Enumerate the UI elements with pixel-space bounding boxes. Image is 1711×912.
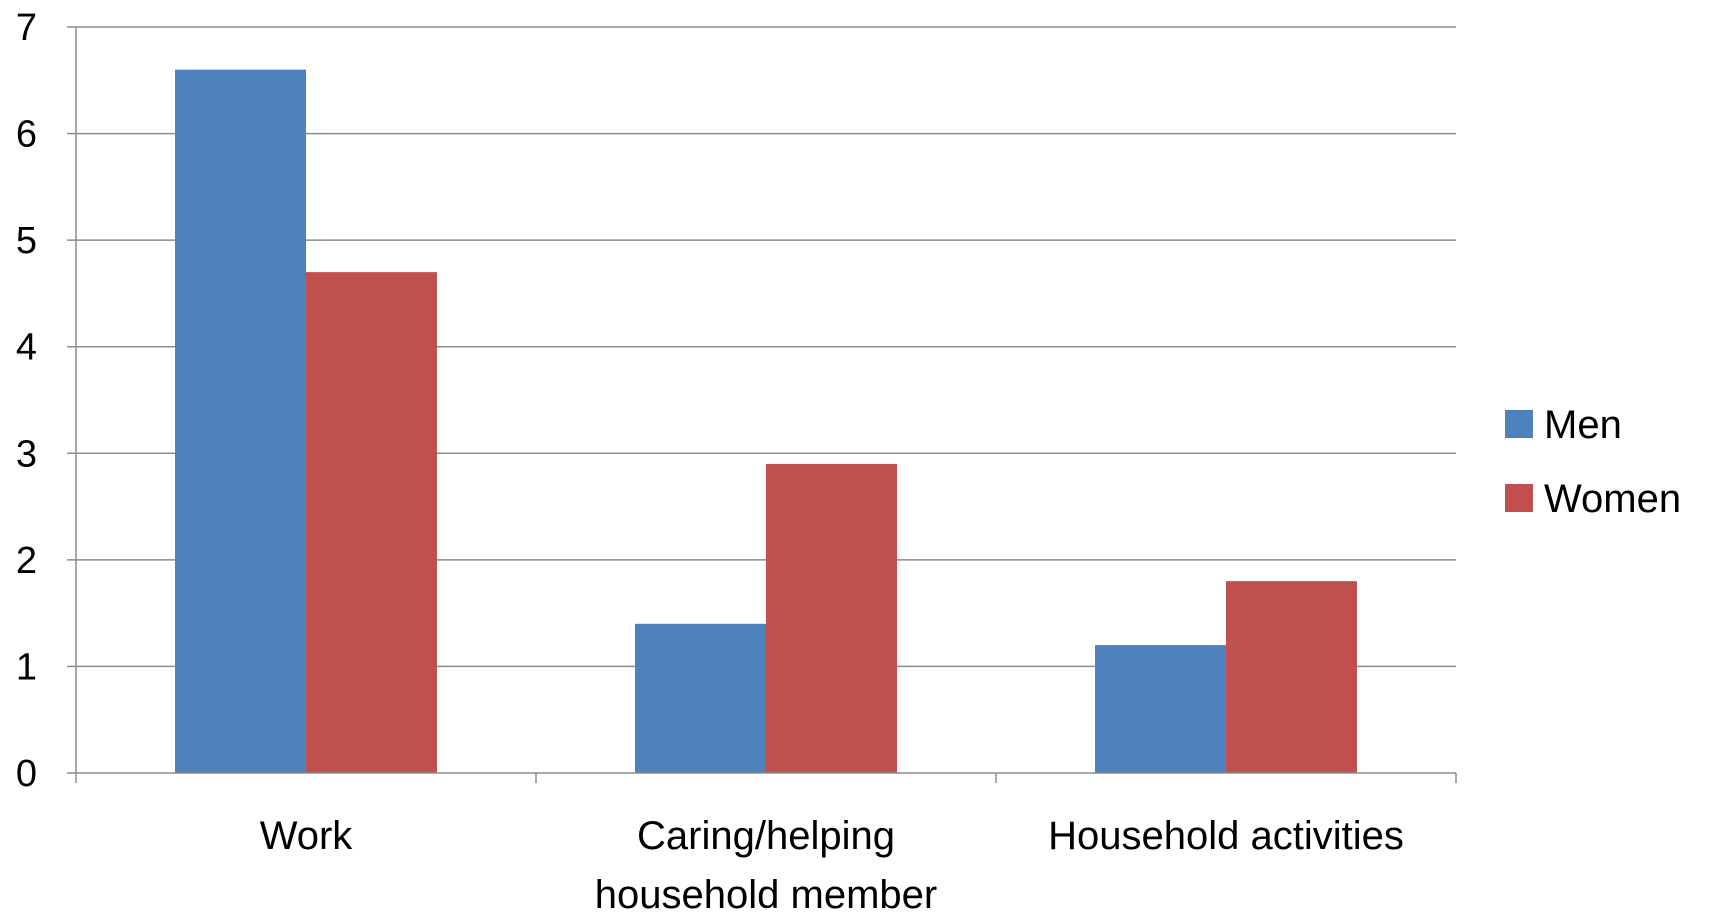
- bar-men-2: [635, 623, 766, 773]
- legend-label-men: Men: [1544, 403, 1622, 447]
- y-tick-label: 3: [16, 433, 37, 475]
- bars: [175, 69, 1357, 774]
- legend: Men Women: [1505, 403, 1681, 521]
- y-tick-label: 1: [16, 646, 37, 688]
- axes: [67, 26, 1457, 783]
- y-tick-label: 5: [16, 220, 37, 262]
- y-tick-label: 4: [16, 327, 37, 369]
- axis-labels: 0 1 2 3 4 5 6 7 Work Caring/helping household memb…: [16, 7, 1404, 912]
- y-tick-label: 2: [16, 540, 37, 582]
- legend-swatch-women: [1505, 484, 1533, 512]
- bar-men-3: [1095, 645, 1226, 773]
- legend-swatch-men: [1505, 410, 1533, 438]
- bar-men-1: [175, 69, 306, 774]
- bar-women-3: [1226, 581, 1357, 773]
- x-category-label: Caring/helping: [637, 814, 895, 858]
- y-tick-label: 0: [16, 753, 37, 795]
- x-category-label: Household activities: [1048, 814, 1404, 858]
- x-category-label: household member: [595, 873, 937, 912]
- x-category-label: Work: [260, 814, 354, 858]
- legend-label-women: Women: [1544, 477, 1681, 521]
- bar-women-1: [306, 272, 437, 773]
- y-tick-label: 7: [16, 7, 37, 49]
- bar-women-2: [766, 463, 897, 773]
- y-tick-label: 6: [16, 114, 37, 156]
